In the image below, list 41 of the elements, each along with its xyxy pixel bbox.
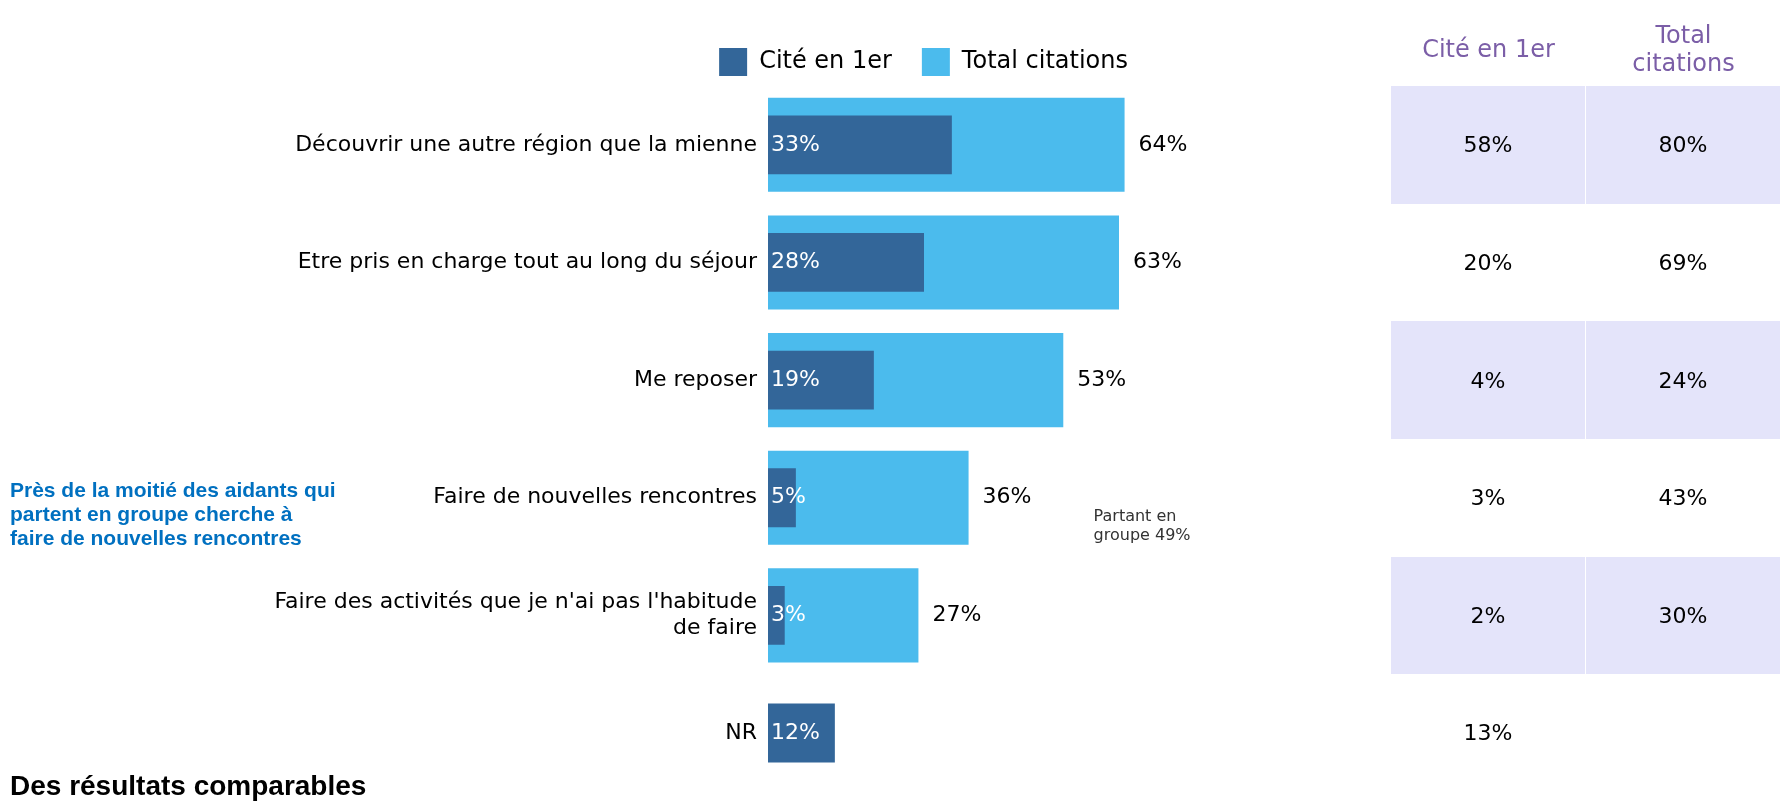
text: Près de la moitié des aidants qui partent en groupe cherche à faire de nouvelles rencontres bbox=[10, 478, 337, 551]
y-tick-label: Etre pris en charge tout au long du séjour bbox=[297, 248, 758, 274]
y-tick-label: NR bbox=[725, 718, 757, 744]
text: 24% bbox=[1658, 367, 1708, 393]
category-label: Total citations bbox=[1631, 21, 1736, 78]
text: 80% bbox=[1658, 132, 1708, 158]
data-label: 53% bbox=[1077, 365, 1127, 391]
data-label: 28% bbox=[771, 248, 820, 274]
y-tick-label: Faire de nouvelles rencontres bbox=[433, 483, 757, 509]
data-label: 5% bbox=[771, 483, 806, 509]
text: 30% bbox=[1658, 602, 1708, 628]
data-label: 3% bbox=[771, 601, 806, 627]
legend-label: Cité en 1er bbox=[759, 46, 892, 75]
bar bbox=[768, 568, 919, 663]
data-label: 63% bbox=[1133, 248, 1182, 274]
text: 13% bbox=[1463, 720, 1513, 746]
bar bbox=[768, 703, 835, 763]
data-label: 36% bbox=[982, 483, 1032, 509]
data-label: 12% bbox=[771, 718, 820, 744]
text: 20% bbox=[1463, 249, 1513, 275]
bar bbox=[768, 115, 952, 175]
legend-label: Total citations bbox=[960, 46, 1128, 75]
text: 3% bbox=[1470, 485, 1506, 511]
y-tick-label: Faire des activités que je n'ai pas l'habitude de faire bbox=[274, 587, 757, 640]
bar bbox=[768, 350, 874, 410]
data-label: 64% bbox=[1138, 130, 1188, 156]
data-label: 33% bbox=[771, 130, 820, 156]
y-tick-label: Découvrir une autre région que la mienne bbox=[295, 130, 757, 156]
bar bbox=[768, 450, 969, 545]
text: 58% bbox=[1463, 132, 1513, 158]
annotation: Partant en groupe 49% bbox=[1093, 505, 1192, 544]
category-label: Cité en 1er bbox=[1422, 35, 1555, 64]
text: 4% bbox=[1470, 367, 1506, 393]
data-label: 27% bbox=[932, 601, 982, 627]
bar bbox=[768, 233, 924, 292]
text: Des résultats comparables bbox=[10, 770, 367, 802]
text: 69% bbox=[1658, 249, 1708, 275]
text: 2% bbox=[1470, 602, 1506, 628]
y-tick-label: Me reposer bbox=[633, 365, 758, 391]
data-label: 19% bbox=[771, 365, 820, 391]
text: 43% bbox=[1658, 485, 1708, 511]
